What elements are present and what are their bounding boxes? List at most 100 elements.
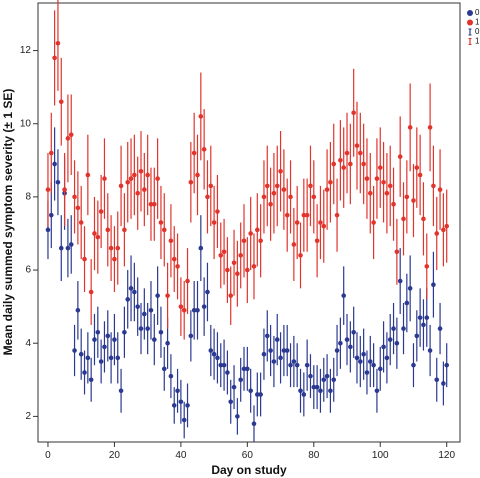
data-point	[48, 212, 54, 218]
data-point	[211, 351, 217, 357]
data-point	[374, 176, 380, 181]
data-point	[441, 227, 446, 233]
data-point	[341, 293, 347, 298]
data-point	[55, 179, 61, 185]
data-point	[238, 377, 243, 383]
data-point	[205, 289, 210, 295]
legend-point-swatch	[467, 10, 473, 16]
data-point	[231, 260, 237, 266]
data-point	[381, 344, 386, 350]
data-point	[115, 355, 121, 361]
data-point	[311, 194, 317, 200]
data-point	[155, 176, 160, 181]
y-axis-title: Mean daily summed symptom severity (± 1 …	[1, 89, 15, 356]
legend-label: 0	[475, 27, 480, 36]
data-point	[158, 220, 164, 225]
data-point	[394, 340, 400, 346]
y-tick-label: 10	[20, 118, 32, 129]
data-point	[321, 223, 327, 229]
data-point	[397, 154, 403, 159]
data-point	[324, 373, 330, 379]
data-point	[245, 267, 250, 273]
data-point	[62, 187, 67, 192]
data-point	[95, 234, 101, 240]
data-point	[142, 187, 147, 192]
data-point	[348, 161, 353, 167]
data-point	[251, 421, 257, 427]
data-point	[105, 333, 111, 339]
data-point	[185, 278, 190, 284]
data-point	[122, 227, 127, 233]
data-point	[195, 308, 200, 313]
legend-point-swatch	[467, 19, 473, 26]
data-point	[294, 362, 300, 368]
data-point	[338, 340, 343, 346]
data-point	[132, 172, 137, 178]
data-point	[441, 381, 446, 386]
data-point	[278, 168, 283, 174]
data-point	[168, 373, 174, 379]
data-point	[421, 216, 426, 222]
data-point	[148, 308, 154, 313]
y-tick-label: 8	[25, 192, 31, 203]
data-point	[58, 99, 64, 105]
data-point	[118, 388, 124, 394]
data-point	[278, 355, 283, 361]
data-point	[151, 337, 157, 342]
data-point	[431, 183, 436, 189]
data-point	[195, 172, 200, 178]
data-point	[201, 147, 207, 152]
data-point	[338, 158, 343, 163]
data-point	[231, 384, 237, 390]
data-point	[437, 326, 443, 331]
data-point	[52, 55, 57, 61]
y-tick-label: 6	[25, 265, 31, 276]
data-point	[381, 179, 386, 185]
data-point	[135, 304, 140, 309]
data-point	[274, 183, 280, 189]
data-point	[125, 179, 131, 185]
data-point	[178, 304, 184, 309]
data-point	[434, 377, 440, 383]
data-point	[218, 362, 224, 368]
data-point	[281, 348, 287, 353]
data-point	[427, 348, 433, 353]
data-point	[75, 308, 81, 313]
data-point	[284, 212, 290, 218]
x-tick-label: 80	[308, 450, 320, 461]
data-point	[175, 264, 180, 269]
data-point	[331, 377, 337, 383]
data-point	[384, 355, 390, 361]
data-point	[125, 297, 131, 302]
y-axis: 2 4 6 8 10 12	[20, 45, 38, 422]
data-point	[142, 311, 147, 317]
data-point	[105, 227, 111, 233]
data-point	[171, 256, 177, 262]
data-point	[185, 403, 190, 408]
data-point	[211, 220, 217, 225]
data-point	[344, 150, 350, 156]
data-point	[344, 337, 350, 342]
data-point	[215, 209, 220, 214]
data-point	[52, 161, 57, 167]
data-point	[138, 168, 144, 174]
data-point	[148, 201, 154, 207]
data-point	[291, 359, 297, 364]
data-point	[165, 340, 170, 346]
data-point	[205, 194, 210, 200]
data-point	[421, 322, 426, 328]
data-point	[85, 172, 91, 178]
data-point	[92, 337, 97, 342]
data-point	[261, 351, 267, 357]
data-point	[294, 220, 300, 225]
y-tick-label: 12	[20, 45, 32, 56]
data-point	[95, 329, 101, 335]
data-point	[361, 351, 366, 357]
data-point	[108, 355, 114, 361]
data-point	[348, 344, 353, 350]
data-point	[168, 238, 174, 244]
data-point	[188, 179, 194, 185]
data-point	[308, 183, 313, 189]
data-point	[364, 370, 370, 375]
